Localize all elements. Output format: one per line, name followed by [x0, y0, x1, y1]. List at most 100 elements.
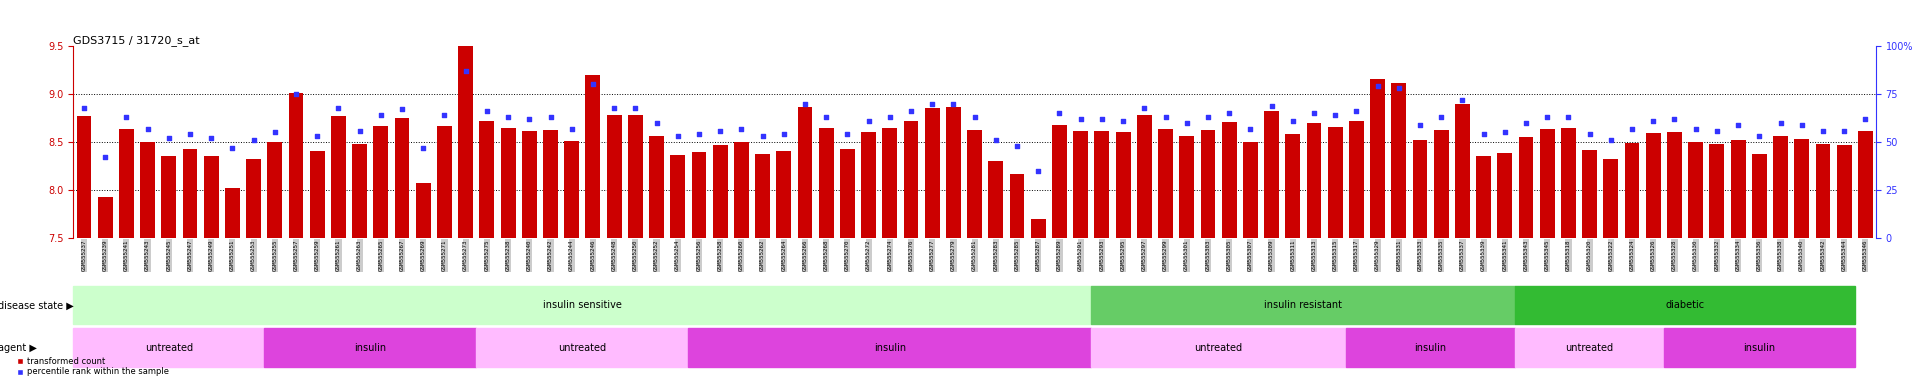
Bar: [205, 157, 218, 238]
Point: [301, 133, 332, 139]
Bar: [1285, 134, 1301, 238]
Bar: [1243, 142, 1258, 238]
Point: [1448, 97, 1478, 103]
Point: [662, 133, 693, 139]
Bar: [903, 121, 919, 238]
Bar: [1158, 129, 1173, 238]
Bar: [564, 141, 579, 238]
Point: [1702, 127, 1733, 134]
Bar: [882, 127, 897, 238]
Bar: [689, 328, 1090, 367]
Bar: [542, 129, 558, 238]
Bar: [1116, 132, 1131, 238]
Bar: [1837, 145, 1851, 238]
Point: [917, 101, 948, 107]
Bar: [436, 126, 452, 238]
Point: [1532, 114, 1563, 120]
Bar: [1200, 129, 1216, 238]
Text: untreated: untreated: [1565, 343, 1613, 353]
Point: [259, 129, 290, 136]
Point: [110, 114, 141, 120]
Point: [407, 145, 438, 151]
Text: insulin sensitive: insulin sensitive: [542, 300, 621, 310]
Text: GDS3715 / 31720_s_at: GDS3715 / 31720_s_at: [73, 35, 201, 46]
Bar: [1795, 139, 1808, 238]
Text: untreated: untreated: [558, 343, 606, 353]
Point: [68, 104, 98, 111]
Point: [1681, 126, 1712, 132]
Point: [1596, 137, 1627, 143]
Point: [789, 101, 820, 107]
Bar: [1689, 142, 1702, 238]
Point: [174, 131, 205, 137]
Point: [1193, 114, 1224, 120]
Bar: [1031, 219, 1046, 238]
Bar: [1009, 174, 1025, 238]
Bar: [73, 328, 264, 367]
Point: [237, 137, 268, 143]
Bar: [394, 118, 409, 238]
Text: insulin: insulin: [874, 343, 905, 353]
Point: [853, 118, 884, 124]
Bar: [1307, 123, 1322, 238]
Bar: [861, 131, 876, 238]
Point: [428, 112, 459, 118]
Bar: [988, 161, 1004, 238]
Bar: [733, 142, 749, 238]
Point: [959, 114, 990, 120]
Bar: [670, 155, 685, 238]
Bar: [1774, 136, 1787, 238]
Point: [1469, 131, 1500, 137]
Bar: [1498, 152, 1513, 238]
Point: [89, 154, 120, 161]
Point: [1575, 131, 1606, 137]
Bar: [264, 328, 477, 367]
Point: [1830, 127, 1861, 134]
Bar: [818, 127, 834, 238]
Point: [832, 131, 863, 137]
Bar: [247, 159, 261, 238]
Point: [1341, 108, 1372, 114]
Bar: [1413, 140, 1428, 238]
Bar: [1664, 328, 1855, 367]
Bar: [1752, 154, 1766, 238]
Point: [768, 131, 799, 137]
Point: [1320, 112, 1351, 118]
Bar: [1094, 131, 1110, 238]
Bar: [332, 116, 345, 238]
Point: [896, 108, 926, 114]
Point: [1235, 126, 1266, 132]
Point: [641, 120, 672, 126]
Text: disease state ▶: disease state ▶: [0, 300, 73, 310]
Bar: [77, 116, 91, 238]
Bar: [1583, 150, 1598, 238]
Bar: [73, 286, 1090, 324]
Bar: [162, 157, 176, 238]
Bar: [311, 151, 324, 238]
Text: insulin: insulin: [355, 343, 386, 353]
Point: [874, 114, 905, 120]
Text: untreated: untreated: [1195, 343, 1243, 353]
Point: [535, 114, 565, 120]
Bar: [967, 129, 982, 238]
Point: [195, 135, 226, 141]
Point: [1808, 127, 1839, 134]
Bar: [1264, 111, 1280, 238]
Point: [1044, 110, 1075, 116]
Point: [152, 135, 183, 141]
Point: [1278, 118, 1309, 124]
Bar: [521, 131, 537, 238]
Point: [450, 68, 481, 74]
Point: [1172, 120, 1202, 126]
Point: [1490, 129, 1521, 136]
Point: [556, 126, 587, 132]
Bar: [1090, 328, 1345, 367]
Point: [1511, 120, 1542, 126]
Point: [1299, 110, 1330, 116]
Point: [280, 91, 311, 97]
Bar: [1073, 131, 1089, 238]
Point: [1150, 114, 1181, 120]
Bar: [946, 107, 961, 238]
Point: [1065, 116, 1096, 122]
Bar: [479, 121, 494, 238]
